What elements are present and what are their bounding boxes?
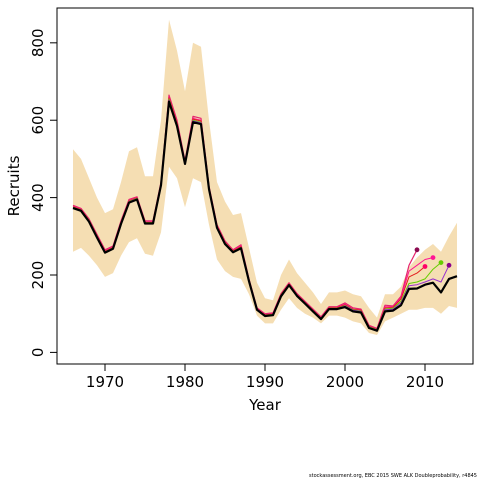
series-end-point-2 [430,255,436,260]
series-layer [72,94,458,332]
x-axis: 1970 1980 1990 2000 2010 [86,364,444,391]
series-line-6 [72,100,458,332]
x-tick-label: 1980 [166,373,204,391]
x-axis-label: Year [248,396,282,414]
confidence-band-layer [73,19,457,335]
series-end-point-4 [438,260,444,265]
y-tick-label: 600 [29,106,47,135]
confidence-band [73,19,457,335]
y-tick-label: 400 [29,183,47,212]
x-tick-label: 2010 [406,373,444,391]
y-axis: 0 200 400 600 800 [29,28,57,357]
series-end-point-1 [414,247,420,253]
series-end-point-5 [446,262,452,268]
y-tick-label: 200 [29,261,47,290]
end-marker-layer [414,247,452,269]
x-tick-label: 1970 [86,373,124,391]
x-tick-label: 2000 [326,373,364,391]
footer-credit: stockassessment.org, EBC 2015 SWE ALK Do… [309,473,477,479]
y-axis-label: Recruits [5,155,23,216]
x-tick-label: 1990 [246,373,284,391]
y-tick-label: 800 [29,28,47,57]
series-end-point-3 [422,264,428,269]
y-tick-label: 0 [29,348,47,358]
